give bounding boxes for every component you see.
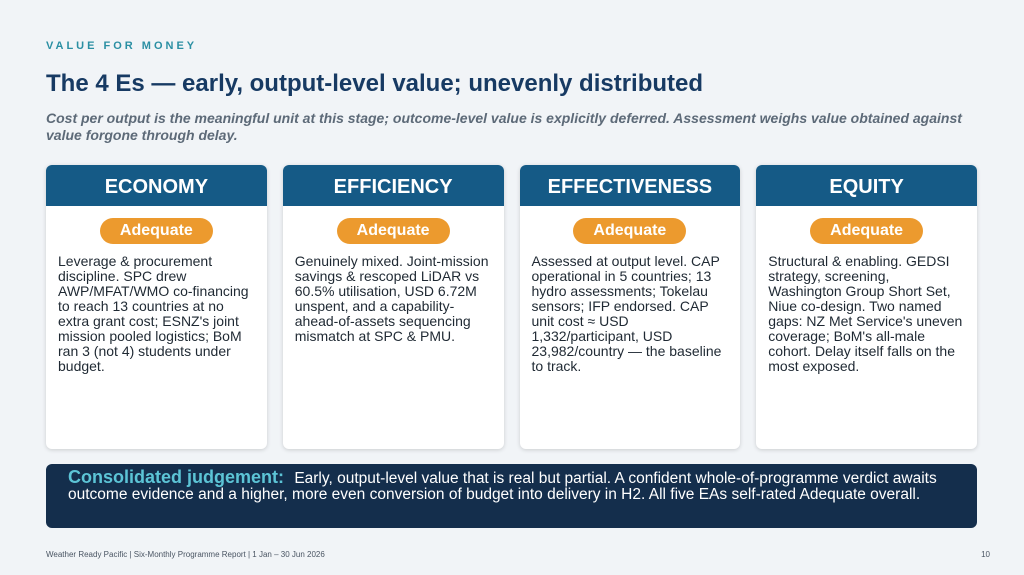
rating-badge: Adequate	[336, 218, 450, 244]
card-equity: EQUITY Adequate Structural & enabling. G…	[756, 165, 977, 449]
card-body-text: Genuinely mixed. Joint-mission savings &…	[294, 253, 489, 344]
page-number: 10	[981, 550, 990, 559]
card-economy: ECONOMY Adequate Leverage & procurement …	[46, 165, 267, 449]
card-body-text: Leverage & procurement discipline. SPC d…	[58, 253, 249, 374]
section-eyebrow: VALUE FOR MONEY	[46, 40, 198, 52]
four-es-cards: ECONOMY Adequate Leverage & procurement …	[46, 165, 977, 449]
card-body-text: Structural & enabling. GEDSI strategy, s…	[768, 253, 963, 374]
card-body-text: Assessed at output level. CAP operationa…	[531, 253, 722, 374]
card-heading: EFFICIENCY	[282, 165, 504, 206]
consolidated-judgement-box: Consolidated judgement: Early, output-le…	[46, 464, 977, 528]
judgement-text: Early, output-level value that is real b…	[68, 470, 937, 503]
judgement-lead: Consolidated judgement:	[68, 467, 284, 487]
card-heading: EFFECTIVENESS	[519, 165, 741, 206]
rating-badge: Adequate	[99, 218, 213, 244]
card-effectiveness: EFFECTIVENESS Adequate Assessed at outpu…	[519, 165, 741, 449]
footer-report-info: Weather Ready Pacific | Six-Monthly Prog…	[46, 550, 325, 559]
card-efficiency: EFFICIENCY Adequate Genuinely mixed. Joi…	[282, 165, 504, 449]
page-subtitle: Cost per output is the meaningful unit a…	[46, 110, 962, 143]
rating-badge: Adequate	[573, 218, 687, 244]
card-heading: ECONOMY	[46, 165, 267, 206]
page-title: The 4 Es — early, output-level value; un…	[46, 70, 704, 97]
card-heading: EQUITY	[756, 165, 977, 206]
rating-badge: Adequate	[810, 218, 924, 244]
